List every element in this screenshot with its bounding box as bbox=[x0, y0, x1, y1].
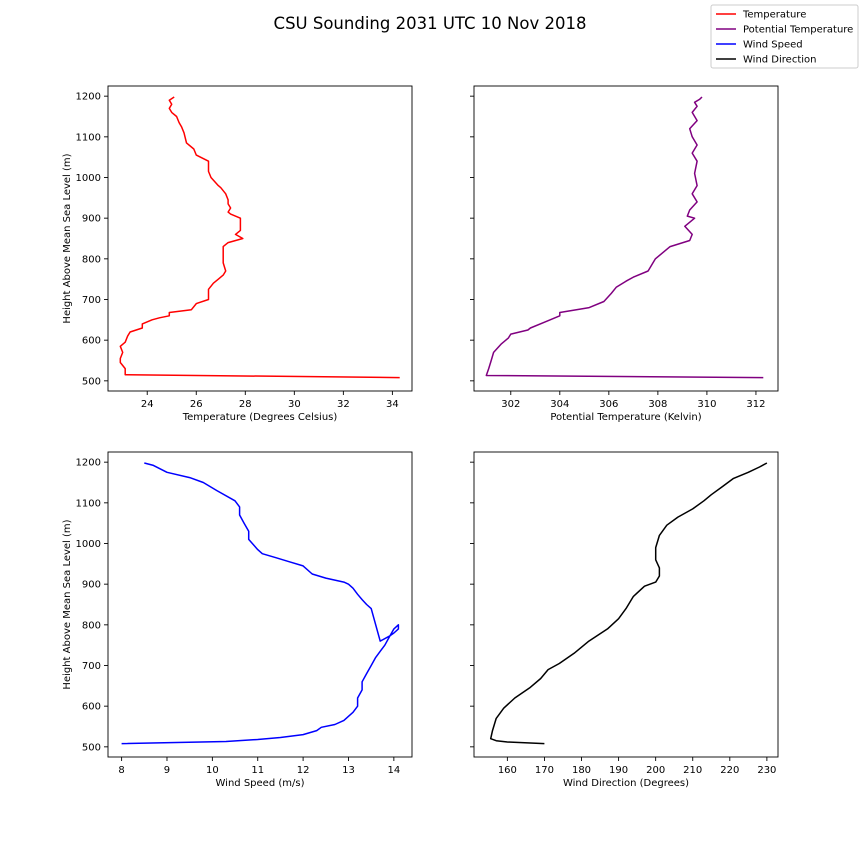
x-tick-label: 13 bbox=[342, 765, 355, 776]
panel-temperature: 24 26 28 30 32 34 500 600 700 800 900 1000 1100 1200 T… bbox=[62, 85, 413, 423]
legend: Temperature Potential Temperature Wind S… bbox=[710, 4, 859, 69]
x-axis-label-wind-speed: Wind Speed (m/s) bbox=[216, 778, 305, 789]
legend-label-wind-speed: Wind Speed bbox=[743, 40, 803, 51]
x-tick-label: 30 bbox=[288, 399, 301, 410]
subplot-grid: 24 26 28 30 32 34 500 600 700 800 900 1000 1100 1200 T… bbox=[62, 85, 779, 789]
y-tick-label: 900 bbox=[82, 580, 101, 591]
y-tick-label: 500 bbox=[82, 742, 101, 753]
x-tick-label: 26 bbox=[190, 399, 203, 410]
panel-wind-speed: 8 9 10 11 12 13 14 500 600 700 800 900 1000 1100 1200 W… bbox=[62, 451, 413, 789]
y-tick-label: 600 bbox=[82, 336, 101, 347]
plot-frame-potential-temperature bbox=[473, 85, 779, 392]
x-axis-label-wind-direction: Wind Direction (Degrees) bbox=[563, 778, 689, 789]
x-tick-label: 306 bbox=[599, 399, 618, 410]
x-tick-label: 32 bbox=[337, 399, 350, 410]
x-tick-label: 200 bbox=[646, 765, 665, 776]
x-tick-label: 190 bbox=[609, 765, 628, 776]
plot-frame-wind-direction bbox=[473, 451, 779, 758]
x-tick-label: 302 bbox=[501, 399, 520, 410]
y-tick-label: 600 bbox=[82, 702, 101, 713]
legend-frame bbox=[710, 4, 859, 69]
y-axis-label-temperature: Height Above Mean Sea Level (m) bbox=[62, 153, 73, 323]
y-tick-label: 500 bbox=[82, 376, 101, 387]
y-tick-label: 700 bbox=[82, 295, 101, 306]
x-tick-label: 8 bbox=[118, 765, 124, 776]
y-tick-label: 800 bbox=[82, 620, 101, 631]
legend-label-temperature: Temperature bbox=[742, 10, 806, 21]
x-tick-label: 24 bbox=[141, 399, 154, 410]
series-line-potential-temperature bbox=[485, 96, 764, 379]
x-tick-label: 28 bbox=[239, 399, 252, 410]
x-axis-label-potential-temperature: Potential Temperature (Kelvin) bbox=[550, 412, 701, 423]
x-tick-label: 14 bbox=[387, 765, 400, 776]
x-tick-label: 10 bbox=[206, 765, 219, 776]
x-tick-label: 34 bbox=[386, 399, 399, 410]
y-tick-label: 1200 bbox=[76, 458, 101, 469]
y-axis-label-wind-speed: Height Above Mean Sea Level (m) bbox=[62, 519, 73, 689]
panel-potential-temperature: 302 304 306 308 310 312 Potential Temperature … bbox=[470, 85, 779, 423]
x-tick-label: 230 bbox=[757, 765, 776, 776]
x-tick-label: 11 bbox=[251, 765, 264, 776]
x-tick-label: 12 bbox=[297, 765, 310, 776]
x-tick-label: 180 bbox=[572, 765, 591, 776]
plot-frame-temperature bbox=[107, 85, 413, 392]
panel-wind-direction: 160 170 180 190 200 210 220 230 Wind Direction (… bbox=[470, 451, 779, 789]
legend-label-potential-temperature: Potential Temperature bbox=[743, 25, 853, 36]
figure-title: CSU Sounding 2031 UTC 10 Nov 2018 bbox=[274, 14, 587, 33]
series-line-wind-speed bbox=[121, 462, 400, 745]
x-tick-label: 308 bbox=[648, 399, 667, 410]
x-tick-label: 9 bbox=[164, 765, 170, 776]
plot-frame-wind-speed bbox=[107, 451, 413, 758]
series-line-temperature bbox=[119, 96, 400, 379]
legend-label-wind-direction: Wind Direction bbox=[743, 55, 817, 66]
y-tick-label: 1000 bbox=[76, 539, 101, 550]
y-tick-label: 700 bbox=[82, 661, 101, 672]
x-axis-label-temperature: Temperature (Degrees Celsius) bbox=[182, 412, 338, 423]
x-tick-label: 170 bbox=[535, 765, 554, 776]
y-tick-label: 1100 bbox=[76, 498, 101, 509]
x-tick-label: 210 bbox=[683, 765, 702, 776]
x-tick-label: 160 bbox=[498, 765, 517, 776]
x-tick-label: 304 bbox=[550, 399, 569, 410]
x-tick-label: 310 bbox=[697, 399, 716, 410]
y-tick-label: 800 bbox=[82, 254, 101, 265]
y-tick-label: 1000 bbox=[76, 173, 101, 184]
y-tick-label: 900 bbox=[82, 214, 101, 225]
x-tick-label: 220 bbox=[720, 765, 739, 776]
y-tick-label: 1200 bbox=[76, 92, 101, 103]
x-tick-label: 312 bbox=[746, 399, 765, 410]
series-line-wind-direction bbox=[489, 462, 768, 745]
y-tick-label: 1100 bbox=[76, 132, 101, 143]
